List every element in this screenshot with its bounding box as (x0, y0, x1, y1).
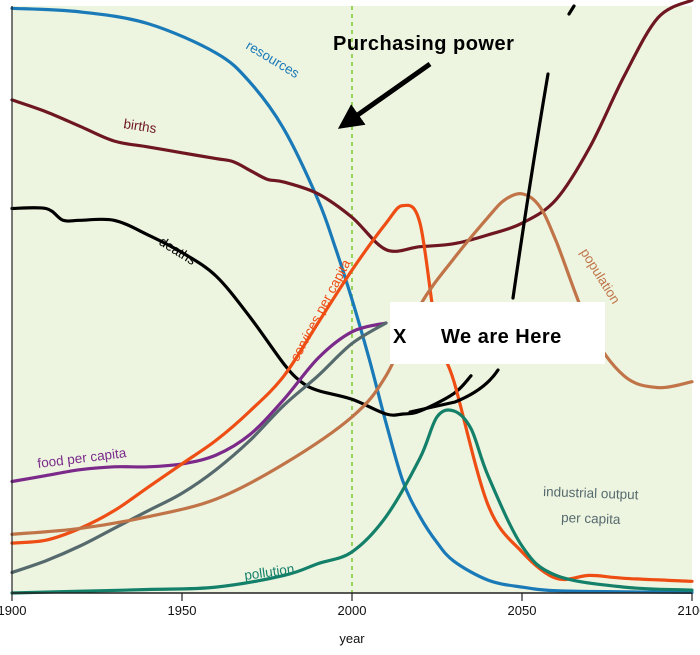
x-axis-title: year (339, 631, 365, 646)
series-line-births (10, 0, 694, 253)
x-tick-label: 1950 (168, 603, 197, 618)
series-label-births: births (123, 116, 158, 136)
x-tick-label: 2100 (678, 603, 700, 618)
x-marker-label: X (393, 326, 407, 348)
series-label-pollution: pollution (243, 561, 295, 583)
x-tick-label: 2000 (338, 603, 367, 618)
series-label-industrial-output: industrial output (543, 484, 639, 502)
series-line-resources (10, 6, 694, 594)
we-are-here-patch (390, 302, 605, 364)
purchasing-power-stroke (408, 4, 576, 414)
we-are-here-label: We are Here (441, 326, 562, 348)
x-tick-label: 2050 (508, 603, 537, 618)
series-line-pollution (10, 408, 694, 595)
series-line-food-per-capita (10, 321, 388, 484)
purchasing-power-arrow (337, 61, 432, 129)
purchasing-power-label: Purchasing power (333, 33, 514, 55)
series-line-deaths (10, 206, 473, 417)
series-line-industrial-output-per-capita (10, 321, 388, 575)
series-label-per-capita: per capita (561, 510, 621, 527)
x-tick-label: 1900 (0, 603, 26, 618)
